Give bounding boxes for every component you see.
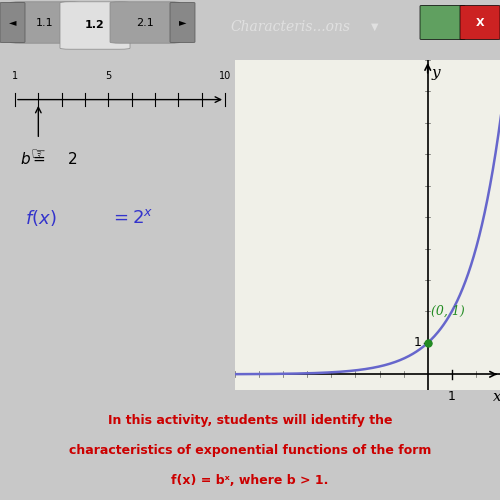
- Text: ▼: ▼: [371, 22, 379, 32]
- Text: $\mathit{f}(x)$: $\mathit{f}(x)$: [25, 208, 56, 229]
- FancyBboxPatch shape: [60, 2, 130, 49]
- FancyBboxPatch shape: [460, 6, 500, 40]
- FancyBboxPatch shape: [0, 2, 25, 42]
- Text: f(x) = bˣ, where b > 1.: f(x) = bˣ, where b > 1.: [172, 474, 328, 486]
- FancyBboxPatch shape: [110, 2, 180, 43]
- Text: 1: 1: [414, 336, 422, 349]
- Text: Characteris...ons: Characteris...ons: [230, 20, 350, 34]
- Text: 1.2: 1.2: [85, 20, 105, 30]
- Text: 2: 2: [68, 152, 77, 166]
- Text: 1: 1: [12, 72, 18, 82]
- FancyBboxPatch shape: [10, 2, 80, 43]
- Text: y: y: [432, 66, 440, 80]
- Text: In this activity, students will identify the: In this activity, students will identify…: [108, 414, 392, 428]
- Text: ►: ►: [179, 18, 186, 28]
- Text: x: x: [494, 390, 500, 404]
- Text: 1: 1: [448, 390, 456, 403]
- Text: 2.1: 2.1: [136, 18, 154, 28]
- FancyBboxPatch shape: [420, 6, 465, 40]
- Text: ◄: ◄: [9, 18, 16, 28]
- FancyBboxPatch shape: [170, 2, 195, 42]
- Text: 5: 5: [105, 72, 112, 82]
- Text: characteristics of exponential functions of the form: characteristics of exponential functions…: [69, 444, 431, 457]
- Text: 10: 10: [219, 72, 231, 82]
- Text: $= 2^x$: $= 2^x$: [110, 210, 154, 228]
- Text: (0, 1): (0, 1): [432, 304, 465, 318]
- Text: $b=$: $b=$: [20, 151, 46, 167]
- Text: 1.1: 1.1: [36, 18, 54, 28]
- Text: ☞: ☞: [31, 146, 46, 164]
- Text: X: X: [476, 18, 484, 28]
